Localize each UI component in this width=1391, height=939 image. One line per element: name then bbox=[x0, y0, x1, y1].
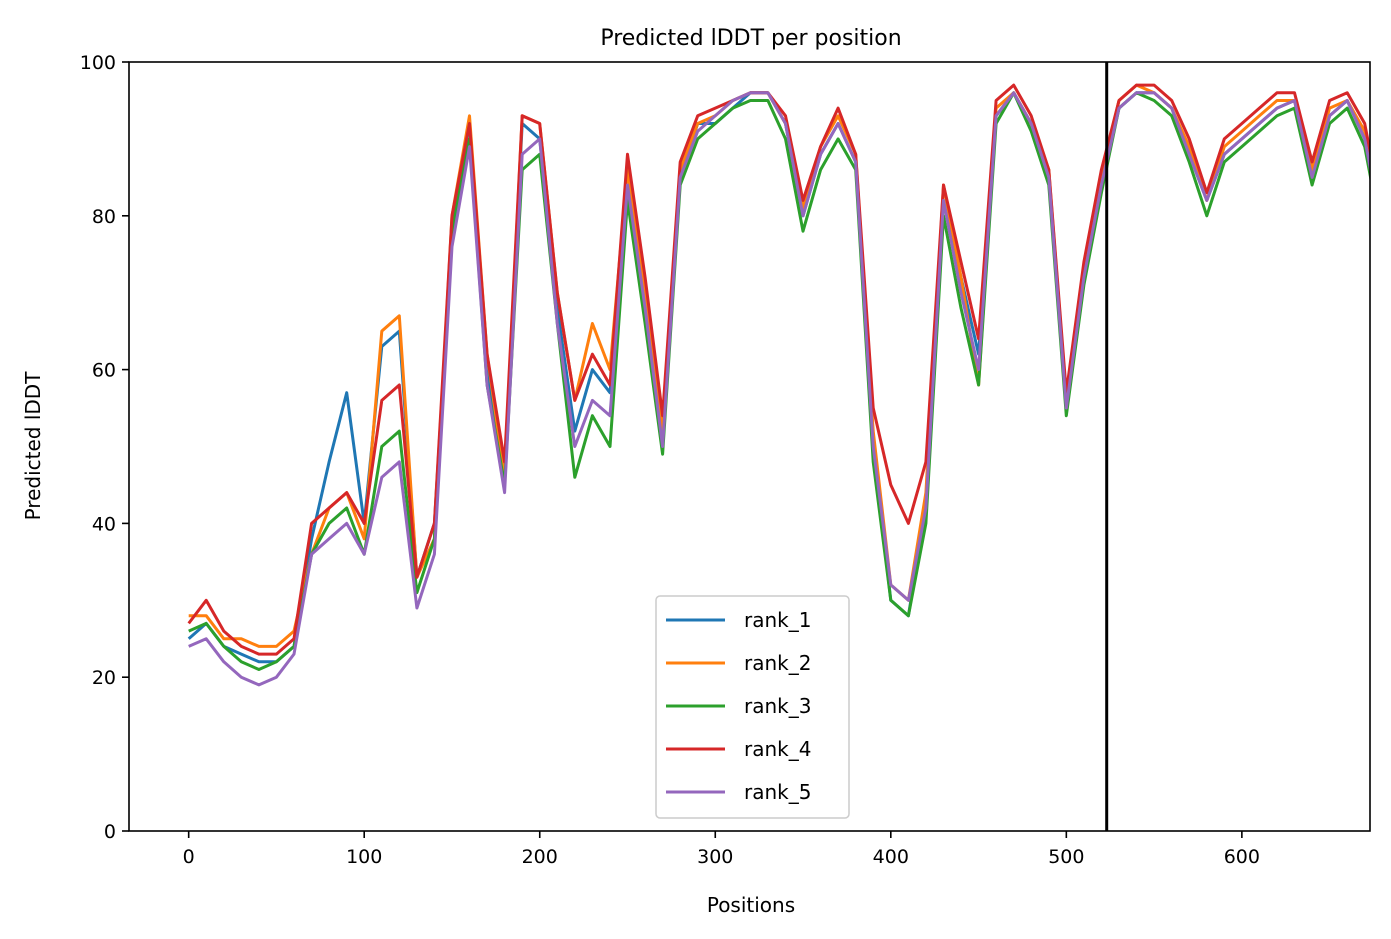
y-tick-label: 0 bbox=[104, 821, 116, 843]
legend-label-rank_2: rank_2 bbox=[744, 651, 811, 675]
plot-area bbox=[128, 61, 1371, 832]
y-tick-label: 100 bbox=[80, 52, 116, 74]
series-line-rank_4 bbox=[187, 83, 1370, 656]
x-tick-label: 200 bbox=[522, 846, 558, 868]
y-tick-label: 80 bbox=[92, 206, 116, 228]
x-tick-label: 600 bbox=[1224, 846, 1260, 868]
x-axis-label: Positions bbox=[707, 893, 795, 917]
series-lines bbox=[187, 83, 1370, 687]
x-tick-label: 500 bbox=[1048, 846, 1084, 868]
x-tick-label: 0 bbox=[183, 846, 195, 868]
y-tick-label: 60 bbox=[92, 360, 116, 382]
y-axis-label: Predicted lDDT bbox=[21, 371, 45, 521]
legend-label-rank_4: rank_4 bbox=[744, 737, 811, 761]
legend-label-rank_1: rank_1 bbox=[744, 608, 811, 632]
y-tick-label: 40 bbox=[92, 513, 116, 535]
legend-label-rank_3: rank_3 bbox=[744, 694, 811, 718]
x-tick-label: 100 bbox=[346, 846, 382, 868]
legend-box bbox=[655, 595, 850, 819]
series-line-rank_5 bbox=[188, 91, 1370, 687]
x-axis: 0 100 200 300 400 500 600 bbox=[183, 831, 1260, 868]
legend-label-rank_5: rank_5 bbox=[744, 780, 811, 804]
y-tick-label: 20 bbox=[92, 667, 116, 689]
chart-title: Predicted lDDT per position bbox=[600, 26, 901, 51]
x-tick-label: 400 bbox=[873, 846, 909, 868]
legend: rank_1 rank_2 rank_3 rank_4 rank_5 bbox=[655, 595, 850, 819]
y-axis: 0 20 40 60 80 100 bbox=[80, 52, 129, 843]
x-tick-label: 300 bbox=[697, 846, 733, 868]
plot-frame bbox=[128, 61, 1371, 832]
